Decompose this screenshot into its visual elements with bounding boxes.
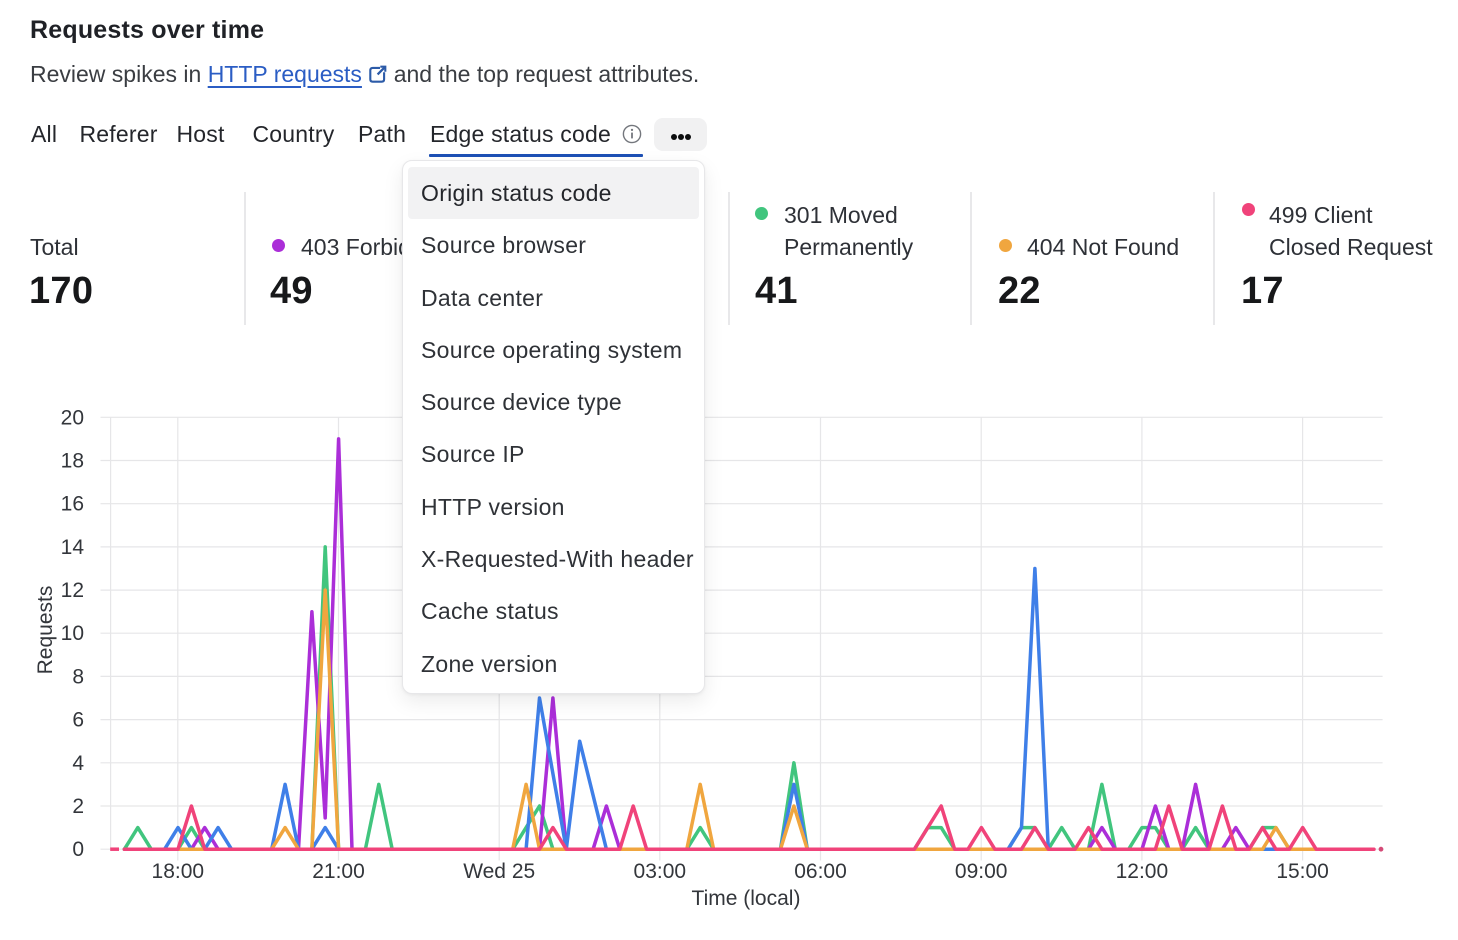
svg-text:18:00: 18:00 <box>152 860 205 883</box>
svg-text:Wed 25: Wed 25 <box>463 860 535 883</box>
svg-text:15:00: 15:00 <box>1276 860 1329 883</box>
svg-text:0: 0 <box>72 838 84 861</box>
svg-text:4: 4 <box>72 752 84 775</box>
svg-text:10: 10 <box>61 622 84 645</box>
svg-text:18: 18 <box>61 450 84 473</box>
svg-text:12: 12 <box>61 579 84 602</box>
svg-text:06:00: 06:00 <box>794 860 847 883</box>
svg-text:2: 2 <box>72 795 84 818</box>
svg-text:03:00: 03:00 <box>634 860 687 883</box>
svg-text:14: 14 <box>61 536 85 559</box>
svg-text:16: 16 <box>61 493 84 516</box>
svg-text:21:00: 21:00 <box>312 860 365 883</box>
svg-text:09:00: 09:00 <box>955 860 1008 883</box>
svg-text:6: 6 <box>72 709 84 732</box>
svg-text:Time (local): Time (local) <box>692 887 801 910</box>
svg-text:20: 20 <box>61 406 84 429</box>
svg-text:Requests: Requests <box>34 586 57 675</box>
svg-text:12:00: 12:00 <box>1116 860 1169 883</box>
svg-text:8: 8 <box>72 665 84 688</box>
